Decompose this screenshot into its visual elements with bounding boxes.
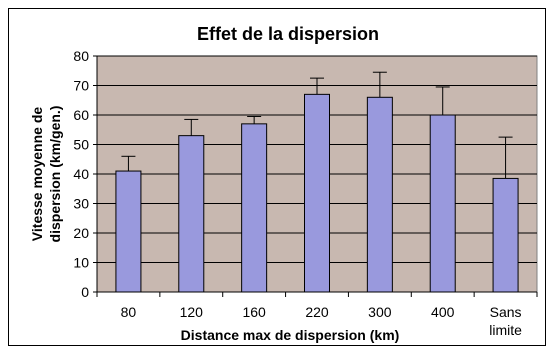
x-tick-labels: 80 120 160 220 300 400 Sans limite <box>121 304 522 338</box>
y-tick-label: 10 <box>73 255 89 271</box>
y-tick-label: 70 <box>73 78 89 94</box>
x-tick-label: Sans limite <box>489 304 522 338</box>
bar <box>304 93 330 293</box>
y-tick-label: 60 <box>73 107 89 123</box>
x-tick-label: 300 <box>368 304 392 320</box>
y-tick-label: 30 <box>73 196 89 212</box>
bar <box>241 123 268 293</box>
y-tick-label: 20 <box>73 225 89 241</box>
y-tick-label: 80 <box>73 48 89 64</box>
bar <box>115 170 142 293</box>
y-tick-label: 50 <box>73 137 89 153</box>
x-tick-label: 400 <box>431 304 455 320</box>
y-tick-label: 0 <box>81 284 89 300</box>
x-tick-label: 160 <box>242 304 266 320</box>
bar <box>178 135 205 293</box>
bar <box>429 114 456 293</box>
bars <box>115 93 519 293</box>
x-tick-label: 120 <box>180 304 204 320</box>
y-tick-labels: 0 10 20 30 40 50 60 70 80 <box>73 48 89 300</box>
x-tick-label: 220 <box>305 304 329 320</box>
axes <box>93 55 538 297</box>
error-bars <box>121 71 513 179</box>
bar <box>492 177 519 293</box>
x-tick-label: 80 <box>121 304 137 320</box>
y-axis-title-text: Vitesse moyenne de dispersion (km/gen.) <box>29 106 63 243</box>
x-axis-title: Distance max de dispersion (km) <box>181 327 400 343</box>
y-tick-label: 40 <box>73 166 89 182</box>
y-axis-title: Vitesse moyenne de dispersion (km/gen.) <box>29 106 63 243</box>
bar <box>366 96 393 293</box>
chart-title: Effet de la dispersion <box>197 24 379 44</box>
